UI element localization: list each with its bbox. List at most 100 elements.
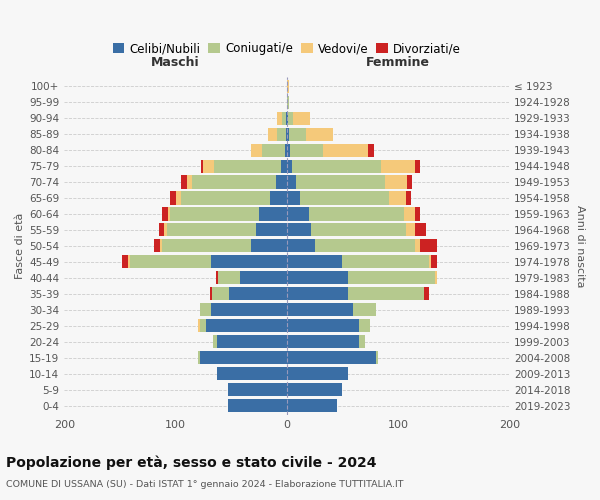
Bar bbox=[287, 303, 353, 316]
Bar bbox=[289, 128, 305, 140]
Bar bbox=[359, 335, 365, 348]
Bar bbox=[287, 224, 311, 236]
Bar bbox=[286, 112, 287, 124]
Bar bbox=[201, 160, 203, 172]
Y-axis label: Fasce di età: Fasce di età bbox=[15, 212, 25, 279]
Bar bbox=[287, 319, 359, 332]
Bar bbox=[212, 287, 229, 300]
Bar bbox=[251, 240, 287, 252]
Bar bbox=[353, 303, 376, 316]
Bar bbox=[406, 224, 415, 236]
Bar bbox=[287, 128, 289, 140]
Bar bbox=[314, 240, 415, 252]
Legend: Celibi/Nubili, Coniugati/e, Vedovi/e, Divorziati/e: Celibi/Nubili, Coniugati/e, Vedovi/e, Di… bbox=[109, 38, 464, 58]
Bar bbox=[287, 399, 337, 412]
Bar bbox=[343, 256, 429, 268]
Bar bbox=[217, 367, 287, 380]
Bar bbox=[429, 256, 431, 268]
Bar bbox=[277, 112, 283, 124]
Bar bbox=[154, 240, 160, 252]
Bar bbox=[229, 287, 287, 300]
Bar bbox=[187, 176, 192, 188]
Text: Popolazione per età, sesso e stato civile - 2024: Popolazione per età, sesso e stato civil… bbox=[6, 455, 377, 469]
Bar bbox=[167, 224, 256, 236]
Bar bbox=[168, 208, 170, 220]
Text: COMUNE DI USSANA (SU) - Dati ISTAT 1° gennaio 2024 - Elaborazione TUTTITALIA.IT: COMUNE DI USSANA (SU) - Dati ISTAT 1° ge… bbox=[6, 480, 404, 489]
Bar bbox=[277, 128, 286, 140]
Bar bbox=[286, 128, 287, 140]
Bar bbox=[281, 160, 287, 172]
Bar bbox=[284, 144, 287, 156]
Bar bbox=[296, 176, 385, 188]
Bar bbox=[200, 303, 211, 316]
Bar bbox=[200, 351, 287, 364]
Bar bbox=[176, 192, 181, 204]
Bar bbox=[431, 256, 437, 268]
Bar bbox=[300, 192, 389, 204]
Bar bbox=[170, 192, 176, 204]
Bar bbox=[288, 112, 293, 124]
Bar bbox=[268, 128, 277, 140]
Bar bbox=[228, 399, 287, 412]
Bar bbox=[376, 351, 378, 364]
Bar bbox=[203, 160, 214, 172]
Bar bbox=[323, 144, 368, 156]
Bar bbox=[407, 176, 412, 188]
Bar bbox=[198, 351, 200, 364]
Bar bbox=[348, 287, 424, 300]
Bar bbox=[122, 256, 128, 268]
Bar bbox=[287, 144, 290, 156]
Bar bbox=[270, 192, 287, 204]
Bar bbox=[181, 192, 270, 204]
Bar bbox=[160, 240, 162, 252]
Bar bbox=[406, 192, 412, 204]
Bar bbox=[200, 319, 206, 332]
Bar bbox=[215, 272, 218, 284]
Bar bbox=[287, 335, 359, 348]
Bar bbox=[192, 176, 275, 188]
Bar bbox=[170, 208, 259, 220]
Bar bbox=[164, 224, 167, 236]
Bar bbox=[415, 160, 420, 172]
Bar bbox=[275, 176, 287, 188]
Bar bbox=[262, 144, 284, 156]
Bar bbox=[287, 96, 289, 108]
Bar bbox=[287, 383, 343, 396]
Bar bbox=[287, 287, 348, 300]
Bar bbox=[206, 319, 287, 332]
Bar bbox=[287, 208, 309, 220]
Bar bbox=[162, 208, 168, 220]
Bar bbox=[211, 303, 287, 316]
Bar bbox=[290, 144, 323, 156]
Bar bbox=[287, 256, 343, 268]
Bar bbox=[240, 272, 287, 284]
Bar bbox=[382, 160, 415, 172]
Bar bbox=[210, 287, 212, 300]
Bar bbox=[211, 256, 287, 268]
Bar bbox=[305, 128, 334, 140]
Y-axis label: Anni di nascita: Anni di nascita bbox=[575, 204, 585, 287]
Text: Maschi: Maschi bbox=[151, 56, 200, 70]
Bar bbox=[415, 208, 420, 220]
Bar bbox=[259, 208, 287, 220]
Bar bbox=[162, 240, 251, 252]
Bar bbox=[283, 112, 286, 124]
Bar bbox=[359, 319, 370, 332]
Bar bbox=[287, 112, 288, 124]
Bar bbox=[287, 80, 289, 93]
Bar bbox=[287, 240, 314, 252]
Bar bbox=[434, 272, 437, 284]
Bar bbox=[287, 176, 296, 188]
Bar bbox=[130, 256, 211, 268]
Bar bbox=[287, 272, 348, 284]
Bar bbox=[389, 192, 406, 204]
Bar bbox=[287, 160, 292, 172]
Bar bbox=[217, 335, 287, 348]
Bar bbox=[415, 240, 420, 252]
Bar bbox=[251, 144, 262, 156]
Bar bbox=[214, 335, 217, 348]
Bar bbox=[368, 144, 374, 156]
Bar bbox=[218, 272, 240, 284]
Bar bbox=[293, 112, 310, 124]
Bar bbox=[287, 192, 300, 204]
